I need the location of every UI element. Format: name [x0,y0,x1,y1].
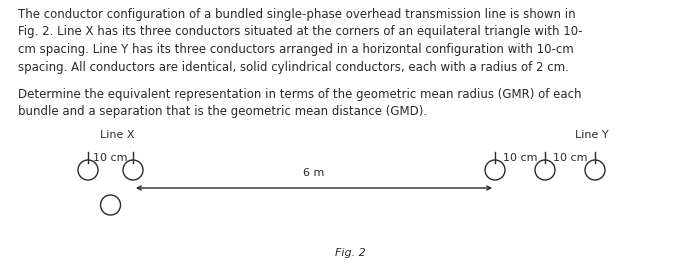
Text: 10 cm: 10 cm [503,153,538,163]
Text: Line Y: Line Y [575,130,608,140]
Text: Line X: Line X [100,130,134,140]
Text: 10 cm: 10 cm [553,153,587,163]
Text: 10 cm: 10 cm [93,153,127,163]
Text: The conductor configuration of a bundled single-phase overhead transmission line: The conductor configuration of a bundled… [18,8,582,73]
Text: 6 m: 6 m [303,168,325,178]
Text: Determine the equivalent representation in terms of the geometric mean radius (G: Determine the equivalent representation … [18,88,582,118]
Text: Fig. 2: Fig. 2 [335,248,365,258]
